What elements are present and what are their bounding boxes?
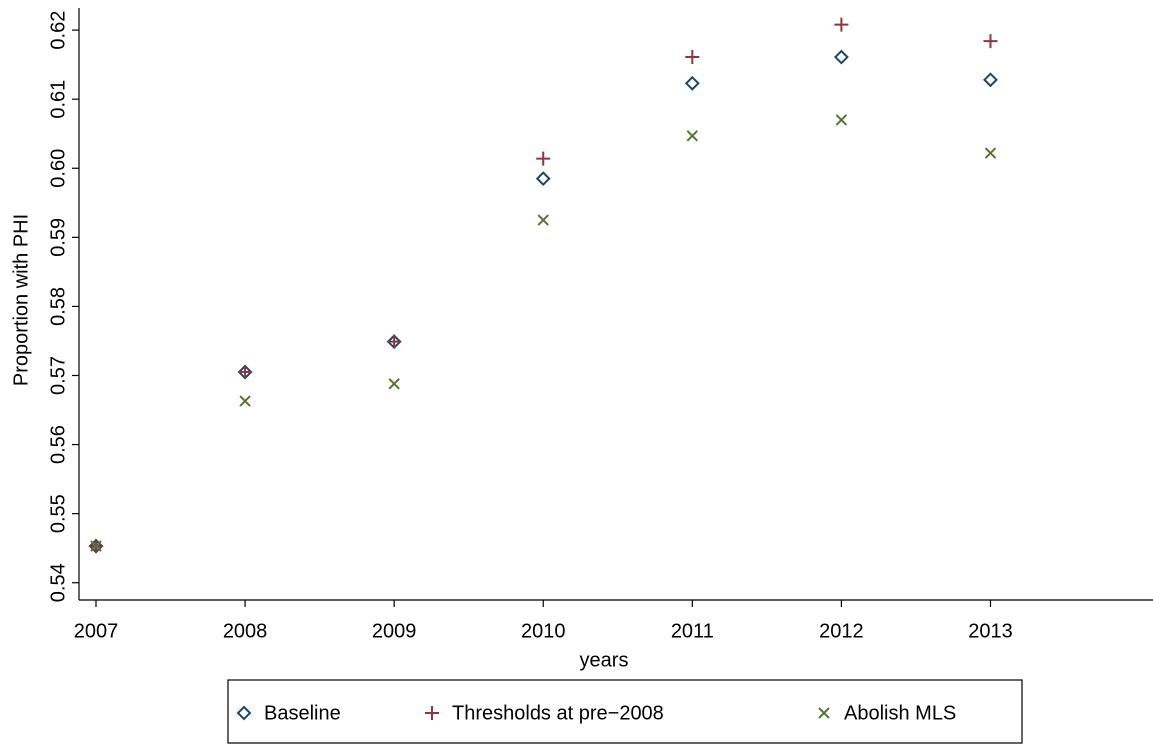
marker xyxy=(387,334,402,349)
x-tick-label: 2007 xyxy=(74,620,119,642)
y-tick-label: 0.56 xyxy=(47,425,69,464)
marker xyxy=(834,17,849,32)
marker xyxy=(239,395,251,407)
y-tick-label: 0.58 xyxy=(47,287,69,326)
y-tick-label: 0.57 xyxy=(47,356,69,395)
marker xyxy=(537,214,549,226)
x-tick-label: 2010 xyxy=(521,620,566,642)
marker xyxy=(983,34,998,49)
x-tick-label: 2009 xyxy=(372,620,417,642)
x-tick-label: 2013 xyxy=(968,620,1013,642)
marker xyxy=(983,72,998,88)
marker xyxy=(686,130,699,142)
legend-label: Baseline xyxy=(264,702,341,724)
legend-symbol xyxy=(236,705,252,721)
marker xyxy=(90,540,102,552)
marker xyxy=(535,171,551,187)
y-tick-label: 0.59 xyxy=(47,218,69,257)
marker xyxy=(684,75,700,91)
marker xyxy=(536,151,551,166)
marker xyxy=(388,378,400,390)
legend-symbol xyxy=(818,707,830,719)
marker xyxy=(685,50,700,65)
y-tick-label: 0.55 xyxy=(47,494,69,533)
legend-symbol xyxy=(425,706,439,720)
legend-label: Abolish MLS xyxy=(844,702,956,724)
x-tick-label: 2012 xyxy=(819,620,864,642)
y-tick-label: 0.62 xyxy=(47,11,69,50)
y-tick-label: 0.61 xyxy=(47,80,69,119)
x-tick-label: 2008 xyxy=(223,620,268,642)
y-tick-label: 0.60 xyxy=(47,149,69,188)
x-axis-title: years xyxy=(580,649,629,671)
legend-box xyxy=(227,679,1023,744)
marker xyxy=(835,114,848,126)
y-tick-label: 0.54 xyxy=(47,563,69,602)
y-axis-title: Proportion with PHI xyxy=(10,214,32,386)
marker xyxy=(833,49,849,65)
x-tick-label: 2011 xyxy=(671,620,714,642)
marker xyxy=(238,365,253,380)
legend-label: Thresholds at pre−2008 xyxy=(452,702,664,724)
marker xyxy=(984,147,997,159)
